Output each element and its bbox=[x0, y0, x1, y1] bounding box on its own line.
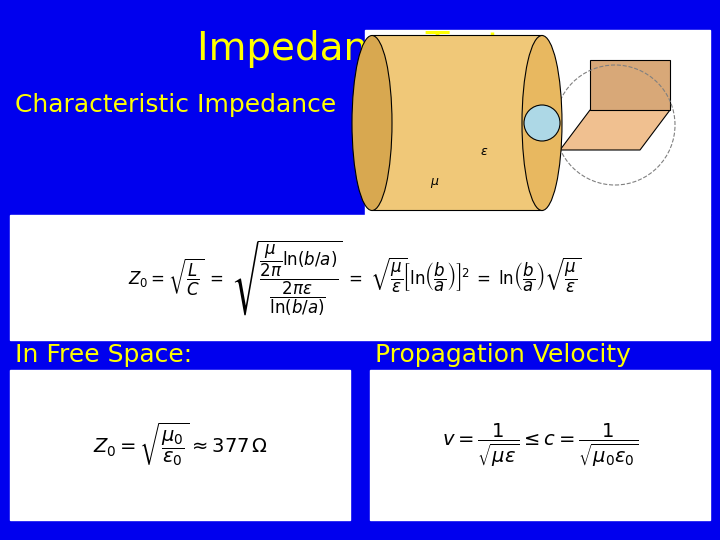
FancyBboxPatch shape bbox=[10, 215, 710, 340]
Polygon shape bbox=[590, 60, 670, 110]
Text: In Free Space:: In Free Space: bbox=[15, 343, 192, 367]
Circle shape bbox=[524, 105, 560, 141]
FancyBboxPatch shape bbox=[372, 35, 542, 210]
Text: $v = \dfrac{1}{\sqrt{\mu\varepsilon}} \leq c = \dfrac{1}{\sqrt{\mu_0\varepsilon_: $v = \dfrac{1}{\sqrt{\mu\varepsilon}} \l… bbox=[441, 421, 639, 469]
FancyBboxPatch shape bbox=[365, 30, 710, 215]
Ellipse shape bbox=[522, 36, 562, 211]
Text: $Z_0 = \sqrt{\dfrac{\mu_0}{\varepsilon_0}} \approx 377\,\Omega$: $Z_0 = \sqrt{\dfrac{\mu_0}{\varepsilon_0… bbox=[93, 421, 267, 469]
Text: Propagation Velocity: Propagation Velocity bbox=[375, 343, 631, 367]
Text: Impedance Tests: Impedance Tests bbox=[197, 30, 523, 68]
Polygon shape bbox=[560, 110, 670, 150]
Text: $\varepsilon$: $\varepsilon$ bbox=[480, 145, 488, 158]
Text: Characteristic Impedance: Characteristic Impedance bbox=[15, 93, 336, 117]
Text: $Z_0 = \sqrt{\dfrac{L}{C}} \;=\; \sqrt{\dfrac{\dfrac{\mu}{2\pi}\ln(b/a)}{\dfrac{: $Z_0 = \sqrt{\dfrac{L}{C}} \;=\; \sqrt{\… bbox=[128, 238, 582, 318]
Text: $\mu$: $\mu$ bbox=[430, 176, 440, 190]
Ellipse shape bbox=[352, 36, 392, 211]
FancyBboxPatch shape bbox=[10, 370, 350, 520]
FancyBboxPatch shape bbox=[370, 370, 710, 520]
